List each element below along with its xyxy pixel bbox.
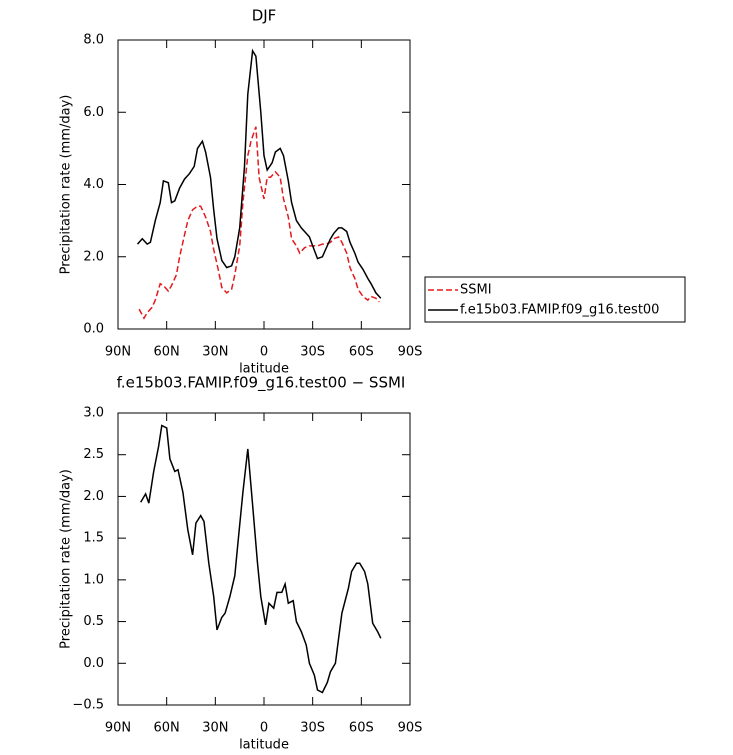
y-tick-label: 2.5 — [83, 447, 104, 462]
chart-title: f.e15b03.FAMIP.f09_g16.test00 − SSMI — [117, 374, 406, 393]
y-tick-label: 1.0 — [83, 572, 104, 587]
data-line — [136, 48, 382, 299]
x-axis-label: latitude — [239, 738, 289, 753]
x-tick-label: 30S — [300, 721, 325, 736]
x-tick-label: 90N — [105, 721, 131, 736]
y-tick-label: 0.0 — [83, 656, 104, 671]
x-tick-label: 30N — [202, 345, 228, 360]
x-tick-label: 30S — [300, 345, 325, 360]
x-tick-label: 0 — [260, 345, 268, 360]
x-tick-label: 90N — [105, 345, 131, 360]
y-tick-label: 4.0 — [83, 177, 104, 192]
y-tick-label: −0.5 — [72, 698, 104, 713]
y-axis-label: Precipitation rate (mm/day) — [59, 469, 74, 649]
x-tick-label: 60S — [349, 721, 374, 736]
plot-frame — [117, 39, 411, 330]
data-line — [138, 126, 380, 320]
x-tick-label: 60N — [154, 721, 180, 736]
y-tick-label: 0.0 — [83, 322, 104, 337]
y-tick-label: 1.5 — [83, 531, 104, 546]
x-tick-label: 60S — [349, 345, 374, 360]
x-axis-label: latitude — [239, 362, 289, 377]
x-tick-label: 30N — [202, 721, 228, 736]
chart-title: DJF — [252, 7, 277, 25]
x-tick-label: 60N — [154, 345, 180, 360]
x-tick-label: 90S — [398, 721, 423, 736]
x-tick-label: 0 — [260, 721, 268, 736]
y-tick-label: 6.0 — [83, 105, 104, 120]
legend-label: SSMI — [460, 283, 492, 298]
y-tick-label: 3.0 — [83, 406, 104, 421]
x-tick-label: 90S — [398, 345, 423, 360]
y-tick-label: 8.0 — [83, 33, 104, 48]
plot-frame — [117, 412, 411, 706]
legend-label: f.e15b03.FAMIP.f09_g16.test00 — [460, 303, 659, 318]
y-tick-label: 2.0 — [83, 489, 104, 504]
y-tick-label: 0.5 — [83, 614, 104, 629]
y-axis-label: Precipitation rate (mm/day) — [59, 95, 74, 275]
data-line — [140, 424, 382, 694]
y-tick-label: 2.0 — [83, 249, 104, 264]
legend-box — [424, 276, 686, 323]
